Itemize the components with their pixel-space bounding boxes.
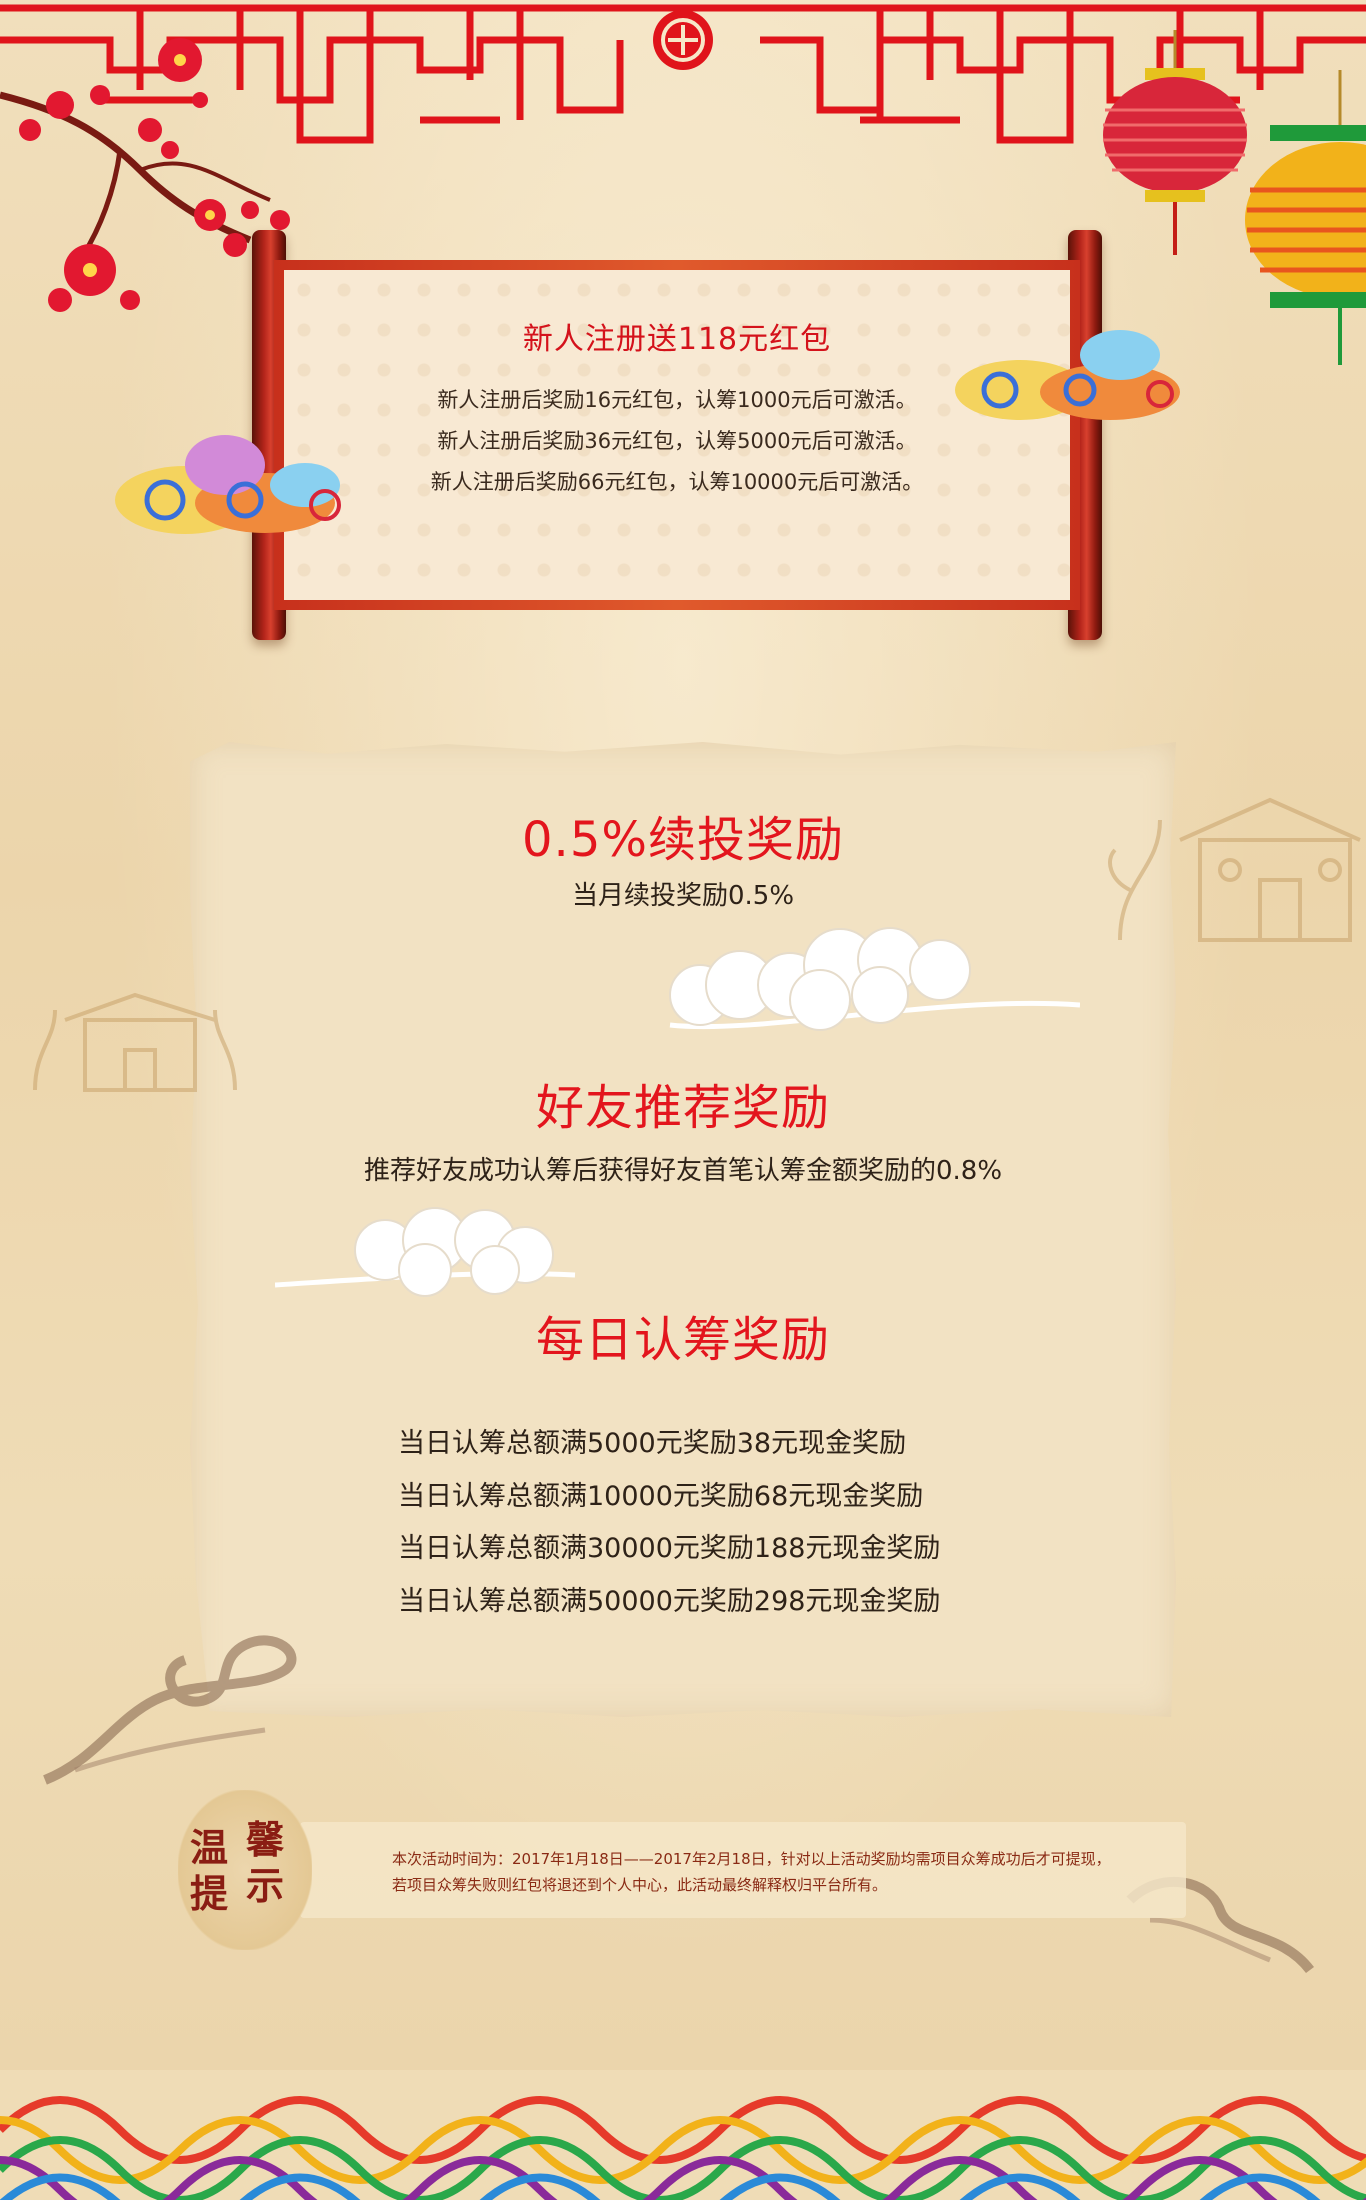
referral-text: 推荐好友成功认筹后获得好友首笔认筹金额奖励的0.8% (363, 1156, 1003, 1186)
scroll-line-3: 新人注册后奖励66元红包，认筹10000元后可激活。 (430, 470, 924, 494)
tip-text: 本次活动时间为：2017年1月18日——2017年2月18日，针对以上活动奖励均… (392, 1850, 1111, 1894)
tip-badge-char-2: 馨 (246, 1817, 285, 1862)
ink-cloud-swirl-left (43, 1635, 297, 1785)
daily-reward-item: 当日认筹总额满10000元奖励68元现金奖励 (398, 1480, 924, 1512)
window-lattice-decoration (0, 4, 1366, 144)
striped-lantern (1245, 70, 1366, 365)
traditional-house-left (33, 992, 237, 1092)
red-lantern (1103, 30, 1247, 255)
scroll-line-1: 新人注册后奖励16元红包，认筹1000元后可激活。 (437, 388, 917, 412)
white-cloud-1 (669, 927, 1080, 1031)
new-user-scroll: 新人注册送118元红包 新人注册后奖励16元红包，认筹1000元后可激活。 新人… (252, 230, 1102, 640)
colorful-waves-footer (0, 2070, 1366, 2200)
daily-reward-item: 当日认筹总额满50000元奖励298元现金奖励 (398, 1585, 941, 1617)
rewards-panel (190, 742, 1176, 1717)
referral-title: 好友推荐奖励 (535, 1080, 830, 1136)
scroll-frame: 新人注册送118元红包 新人注册后奖励16元红包，认筹1000元后可激活。 新人… (274, 260, 1080, 610)
tip-box (300, 1822, 1186, 1918)
tip-badge-char-1: 温 (190, 1825, 229, 1870)
auspicious-cloud-left (115, 435, 341, 534)
plum-blossom-branch (0, 38, 290, 312)
auspicious-cloud-right (955, 330, 1180, 420)
traditional-house-right (1108, 797, 1361, 942)
scroll-title: 新人注册送118元红包 (522, 322, 832, 357)
tip-badge-char-4: 示 (246, 1863, 285, 1908)
reinvest-text: 当月续投奖励0.5% (571, 881, 795, 911)
daily-reward-list: 当日认筹总额满5000元奖励38元现金奖励 当日认筹总额满10000元奖励68元… (398, 1418, 940, 1628)
daily-reward-item: 当日认筹总额满5000元奖励38元现金奖励 (398, 1428, 907, 1459)
tip-badge (178, 1790, 312, 1950)
reinvest-title: 0.5%续投奖励 (522, 812, 844, 868)
scroll-line-2: 新人注册后奖励36元红包，认筹5000元后可激活。 (437, 429, 917, 453)
white-cloud-2 (275, 1207, 576, 1297)
daily-title: 每日认筹奖励 (535, 1312, 830, 1368)
scroll-paper: 新人注册送118元红包 新人注册后奖励16元红包，认筹1000元后可激活。 新人… (284, 270, 1070, 600)
daily-reward-item: 当日认筹总额满30000元奖励188元现金奖励 (398, 1533, 941, 1564)
tip-badge-char-3: 提 (190, 1871, 229, 1916)
